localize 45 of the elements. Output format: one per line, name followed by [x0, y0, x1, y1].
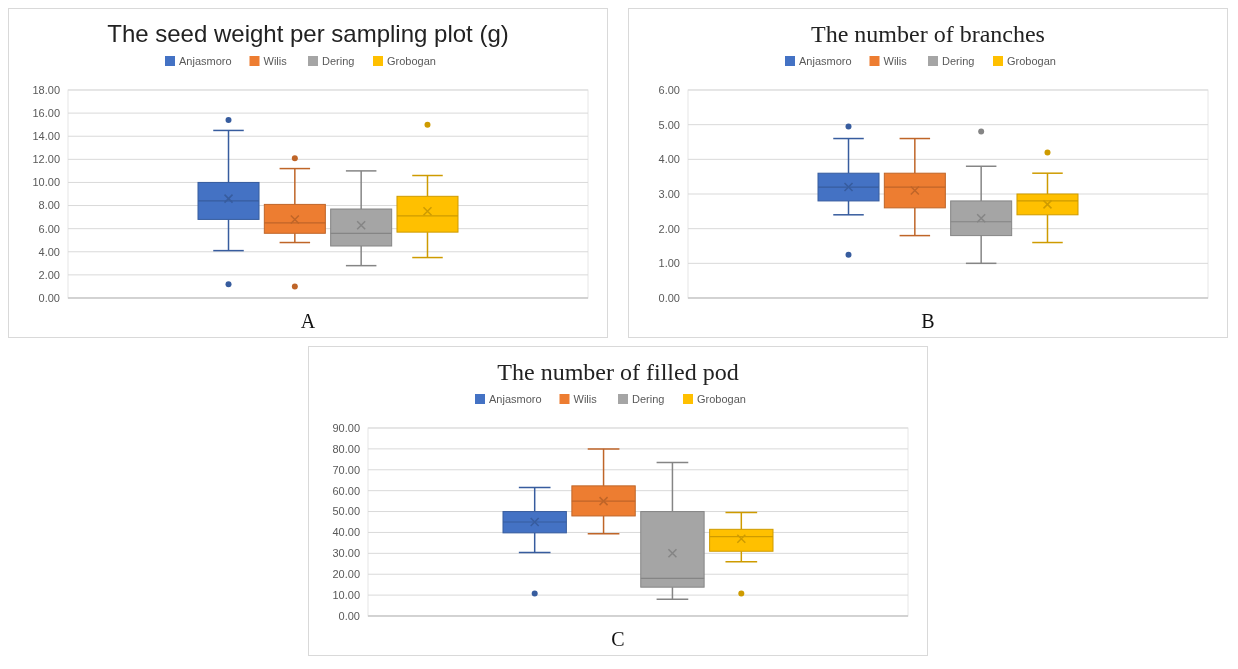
legend-label: Dering [322, 55, 355, 67]
text: C [611, 628, 625, 650]
y-tick-label: 80.00 [332, 442, 360, 455]
y-tick-label: 4.00 [658, 153, 680, 166]
y-tick-label: 40.00 [332, 526, 360, 539]
y-tick-label: 10.00 [32, 176, 60, 189]
legend-label: Wilis [573, 393, 598, 405]
y-tick-label: 12.00 [32, 153, 60, 166]
legend-label: Wilis [883, 55, 908, 67]
chart-title: The seed weight per sampling plot (g) [107, 20, 509, 47]
y-tick-label: 2.00 [38, 268, 60, 281]
y-tick-label: 6.00 [38, 222, 60, 235]
chart-title: The number of branches [811, 21, 1045, 47]
y-tick-label: 0.00 [338, 609, 360, 622]
legend-label: Wilis [263, 55, 288, 67]
text: A [300, 310, 316, 332]
legend-label: Dering [632, 393, 665, 405]
legend-label: Dering [942, 55, 975, 67]
y-tick-label: 2.00 [658, 222, 680, 235]
y-tick-label: 5.00 [658, 118, 680, 131]
y-tick-label: 10.00 [332, 588, 360, 601]
y-tick-label: 60.00 [332, 484, 360, 497]
y-tick-label: 0.00 [658, 291, 680, 304]
y-tick-label: 0.00 [38, 291, 60, 304]
legend-label: Anjasmoro [179, 55, 232, 67]
y-tick-label: 30.00 [332, 547, 360, 560]
y-tick-label: 50.00 [332, 505, 360, 518]
legend-label: Anjasmoro [489, 393, 542, 405]
legend-label: Grobogan [1007, 55, 1056, 67]
y-tick-label: 14.00 [32, 130, 60, 143]
text: B [921, 310, 935, 332]
y-tick-label: 16.00 [32, 106, 60, 119]
y-tick-label: 3.00 [658, 187, 680, 200]
y-tick-label: 1.00 [658, 257, 680, 270]
legend-label: Anjasmoro [799, 55, 852, 67]
y-tick-label: 70.00 [332, 463, 360, 476]
y-tick-label: 18.00 [32, 83, 60, 96]
y-tick-label: 8.00 [38, 199, 60, 212]
legend-label: Grobogan [387, 55, 436, 67]
y-tick-label: 90.00 [332, 421, 360, 434]
y-tick-label: 6.00 [658, 83, 680, 96]
y-tick-label: 20.00 [332, 568, 360, 581]
chart-title: The number of filled pod [497, 359, 739, 385]
legend-label: Grobogan [697, 393, 746, 405]
y-tick-label: 4.00 [38, 245, 60, 258]
